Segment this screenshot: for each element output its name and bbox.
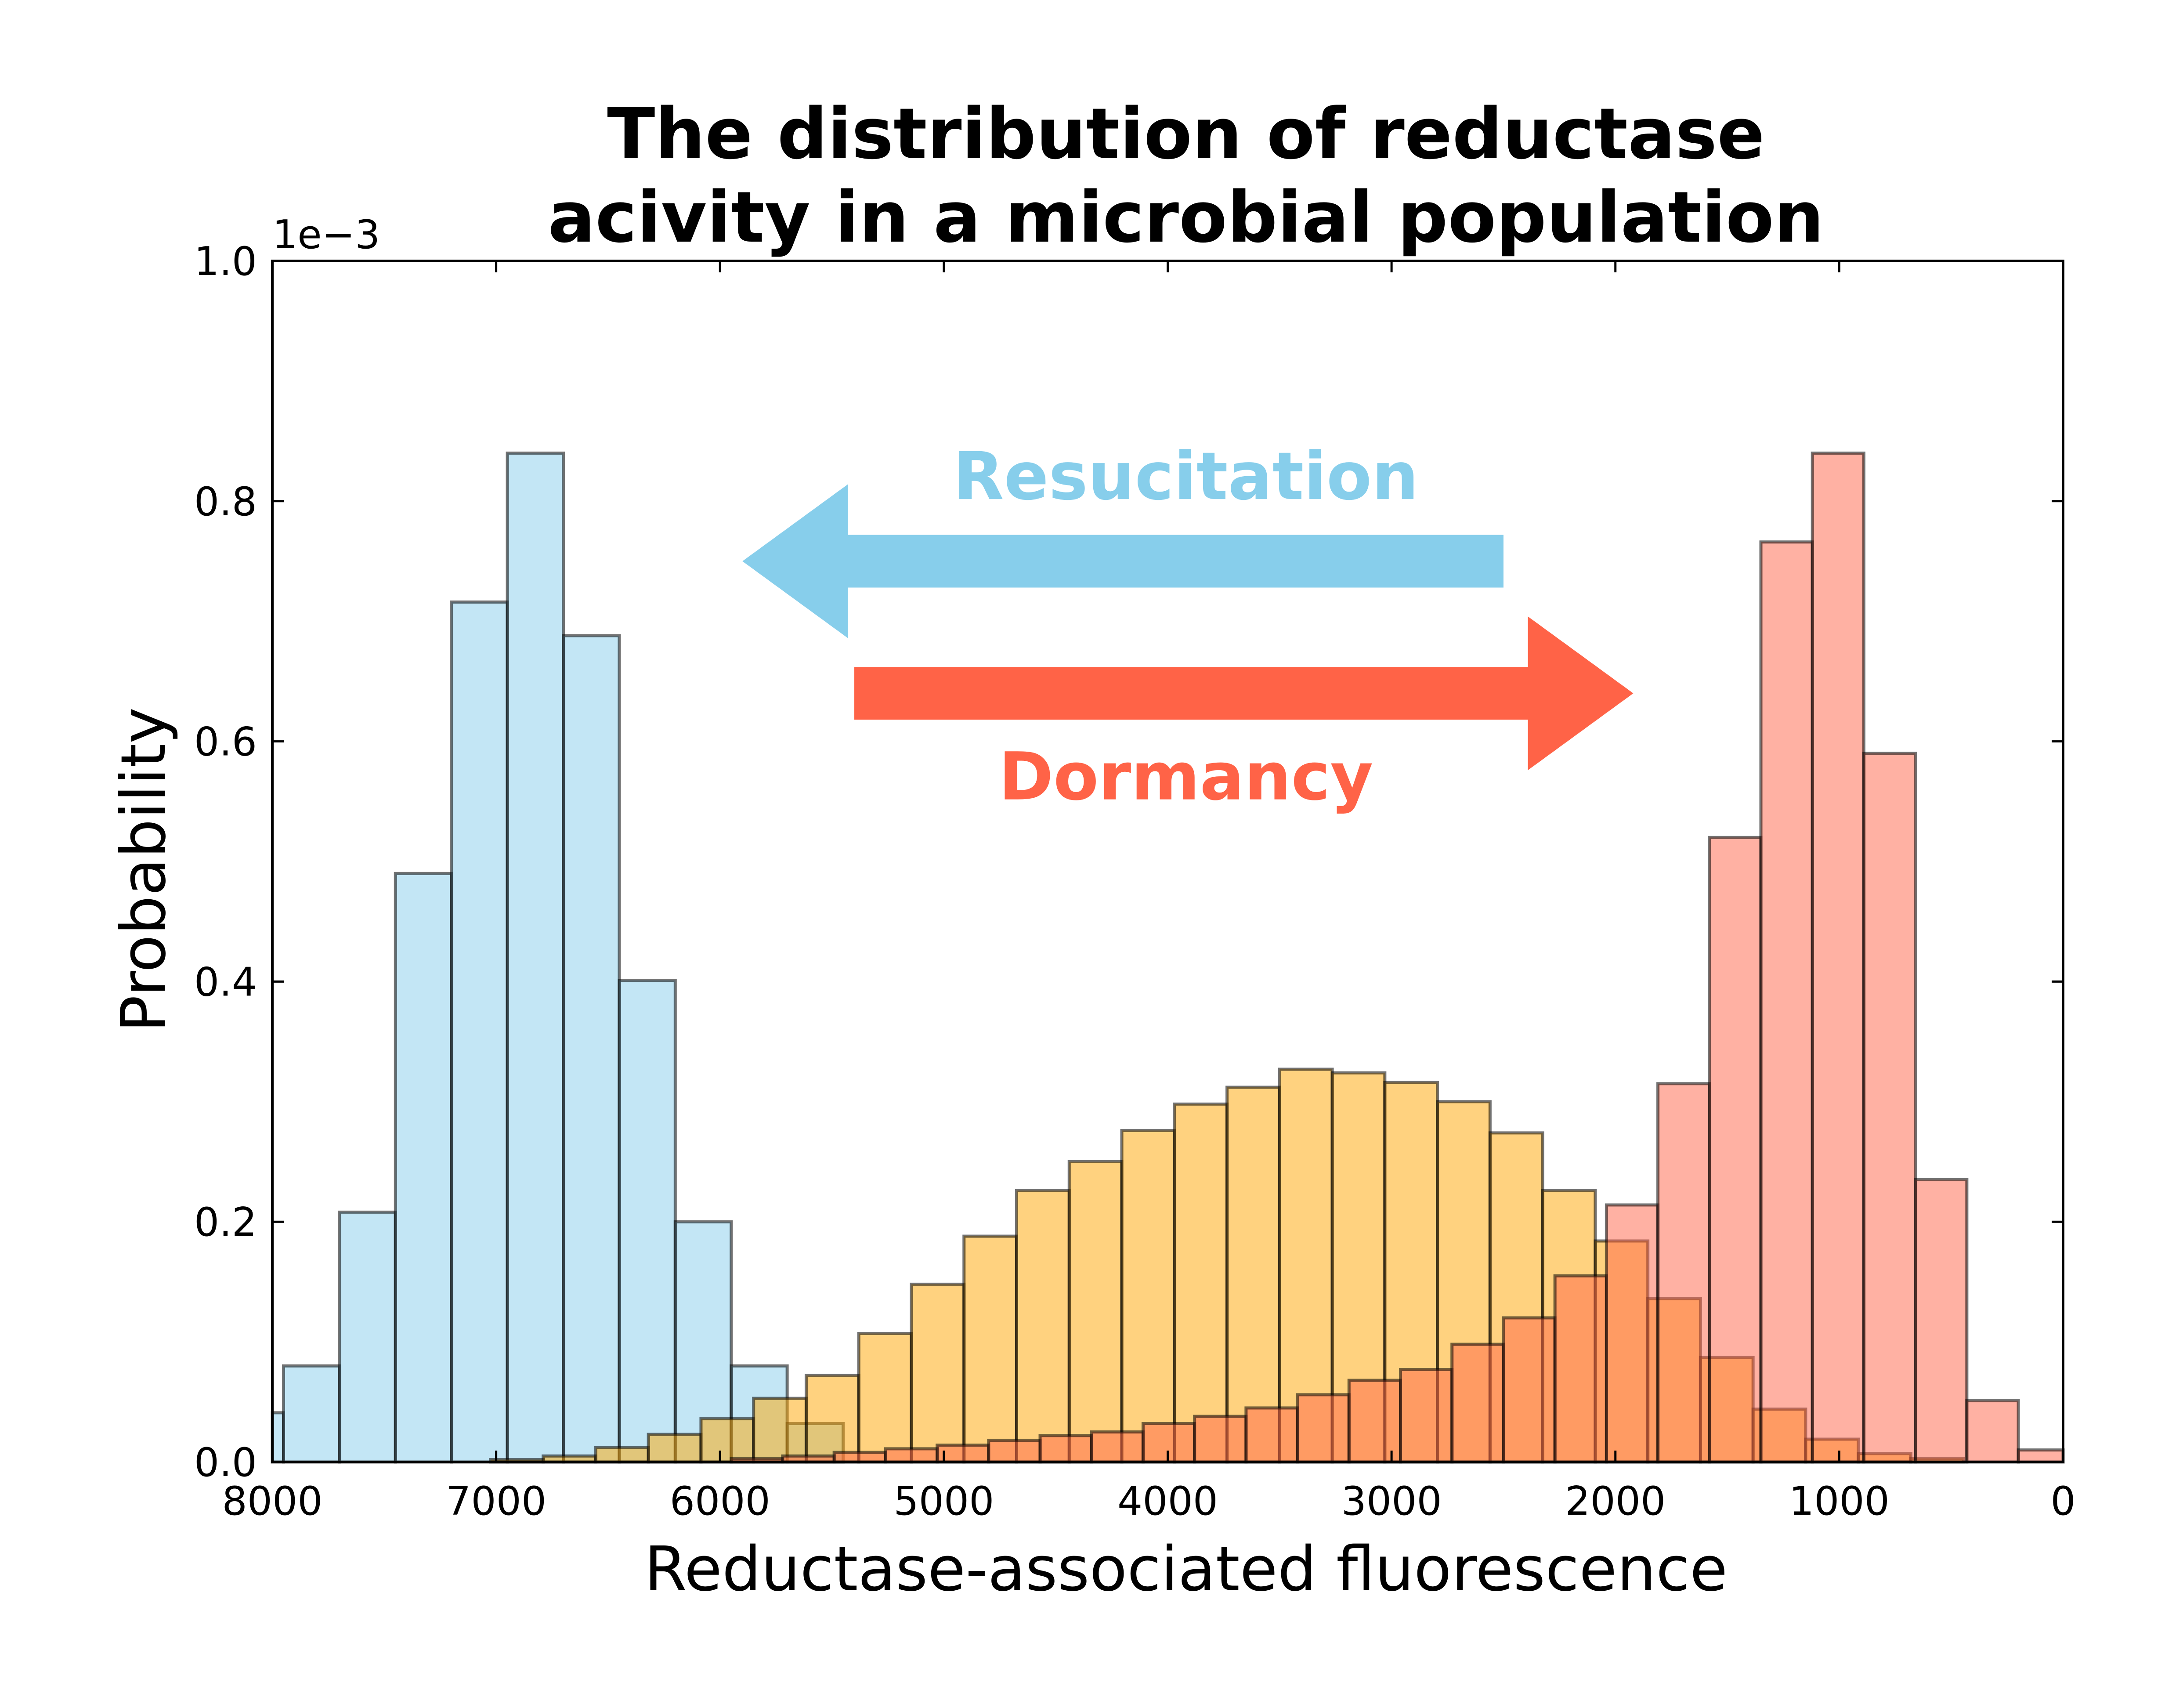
histogram-bar bbox=[752, 1397, 808, 1464]
histogram-bar bbox=[2017, 1448, 2065, 1464]
histogram-bar bbox=[1656, 1082, 1711, 1464]
series-dormant-population bbox=[730, 451, 2065, 1464]
histogram-bar bbox=[1399, 1368, 1454, 1464]
x-tick-label: 3000 bbox=[1341, 1478, 1442, 1524]
histogram-bar bbox=[1173, 1102, 1229, 1464]
histogram-bar bbox=[1450, 1343, 1505, 1464]
histogram-bar bbox=[1038, 1434, 1093, 1464]
histogram-bar bbox=[987, 1439, 1042, 1464]
histogram-bar bbox=[1605, 1203, 1660, 1464]
histogram-bar bbox=[699, 1417, 755, 1464]
y-scale-label: 1e−3 bbox=[272, 212, 380, 258]
x-axis-label: Reductase-associated fluorescence bbox=[644, 1534, 1728, 1605]
histogram-bar bbox=[1708, 836, 1763, 1464]
histogram-bar bbox=[857, 1332, 913, 1464]
histogram-bar bbox=[962, 1234, 1019, 1464]
dormancy-arrow bbox=[854, 616, 1634, 771]
y-tick-label: 0.2 bbox=[194, 1199, 257, 1245]
chart-title-line: acivity in a microbial population bbox=[548, 176, 1824, 258]
y-tick-label: 0.6 bbox=[194, 719, 257, 765]
x-tick-label: 5000 bbox=[893, 1478, 994, 1524]
histogram-bar bbox=[1015, 1189, 1071, 1464]
x-tick-label: 7000 bbox=[446, 1478, 546, 1524]
histogram-bar bbox=[1965, 1399, 2020, 1464]
resucitation-arrow bbox=[742, 484, 1504, 638]
annotations-layer: Resucitation Dormancy bbox=[742, 438, 1634, 815]
histogram-bar bbox=[394, 872, 453, 1464]
histogram-bar bbox=[1225, 1086, 1281, 1464]
histogram-bar bbox=[271, 1411, 285, 1464]
histogram-bar bbox=[1067, 1160, 1124, 1464]
y-tick-label: 0.0 bbox=[194, 1440, 257, 1486]
x-tick-label: 8000 bbox=[222, 1478, 322, 1524]
histogram-bar bbox=[1759, 540, 1814, 1464]
y-tick-label: 0.8 bbox=[194, 479, 257, 525]
x-tick-label: 0 bbox=[2050, 1478, 2075, 1524]
histogram-bar bbox=[647, 1433, 703, 1464]
histogram-bar bbox=[832, 1451, 887, 1464]
histogram-bar bbox=[1553, 1274, 1608, 1464]
y-tick-label: 1.0 bbox=[194, 239, 257, 285]
histogram-bar bbox=[450, 600, 509, 1464]
histogram-bar bbox=[884, 1447, 939, 1464]
dormancy-label: Dormancy bbox=[999, 739, 1373, 815]
ticks-layer: 8000 7000 6000 5000 4000 3000 2000 1000 0 0.0 0.2 0… bbox=[194, 239, 2076, 1524]
histogram-bar bbox=[1193, 1415, 1248, 1464]
histogram-bar bbox=[1914, 1178, 1969, 1464]
chart-title-line: The distribution of reductase bbox=[607, 93, 1765, 175]
chart-title: The distribution of reductase acivity in … bbox=[548, 93, 1824, 258]
x-tick-label: 1000 bbox=[1789, 1478, 1890, 1524]
histogram-bar bbox=[562, 634, 621, 1464]
histogram-bar bbox=[1502, 1316, 1557, 1464]
histogram-bar bbox=[282, 1364, 341, 1464]
histogram-bar bbox=[910, 1282, 966, 1464]
resucitation-label: Resucitation bbox=[953, 438, 1419, 515]
histogram-bar bbox=[1862, 752, 1917, 1464]
histogram-bar bbox=[594, 1446, 650, 1464]
histogram-bar bbox=[338, 1210, 397, 1464]
x-tick-label: 4000 bbox=[1117, 1478, 1218, 1524]
histogram-bar bbox=[618, 979, 677, 1464]
x-tick-label: 2000 bbox=[1565, 1478, 1666, 1524]
histogram-bar bbox=[506, 451, 565, 1464]
histogram-bar bbox=[1141, 1422, 1196, 1464]
histogram-bar bbox=[1296, 1393, 1351, 1464]
histogram-bar bbox=[1120, 1129, 1176, 1464]
y-axis-label: Probability bbox=[108, 707, 180, 1032]
histogram-bar bbox=[804, 1374, 860, 1464]
histogram-bar bbox=[1347, 1379, 1402, 1464]
histogram-bar bbox=[1090, 1430, 1145, 1464]
y-tick-label: 0.4 bbox=[194, 959, 257, 1005]
histogram-bar bbox=[1244, 1406, 1299, 1464]
histogram-bar bbox=[1811, 451, 1865, 1464]
x-tick-label: 6000 bbox=[670, 1478, 770, 1524]
